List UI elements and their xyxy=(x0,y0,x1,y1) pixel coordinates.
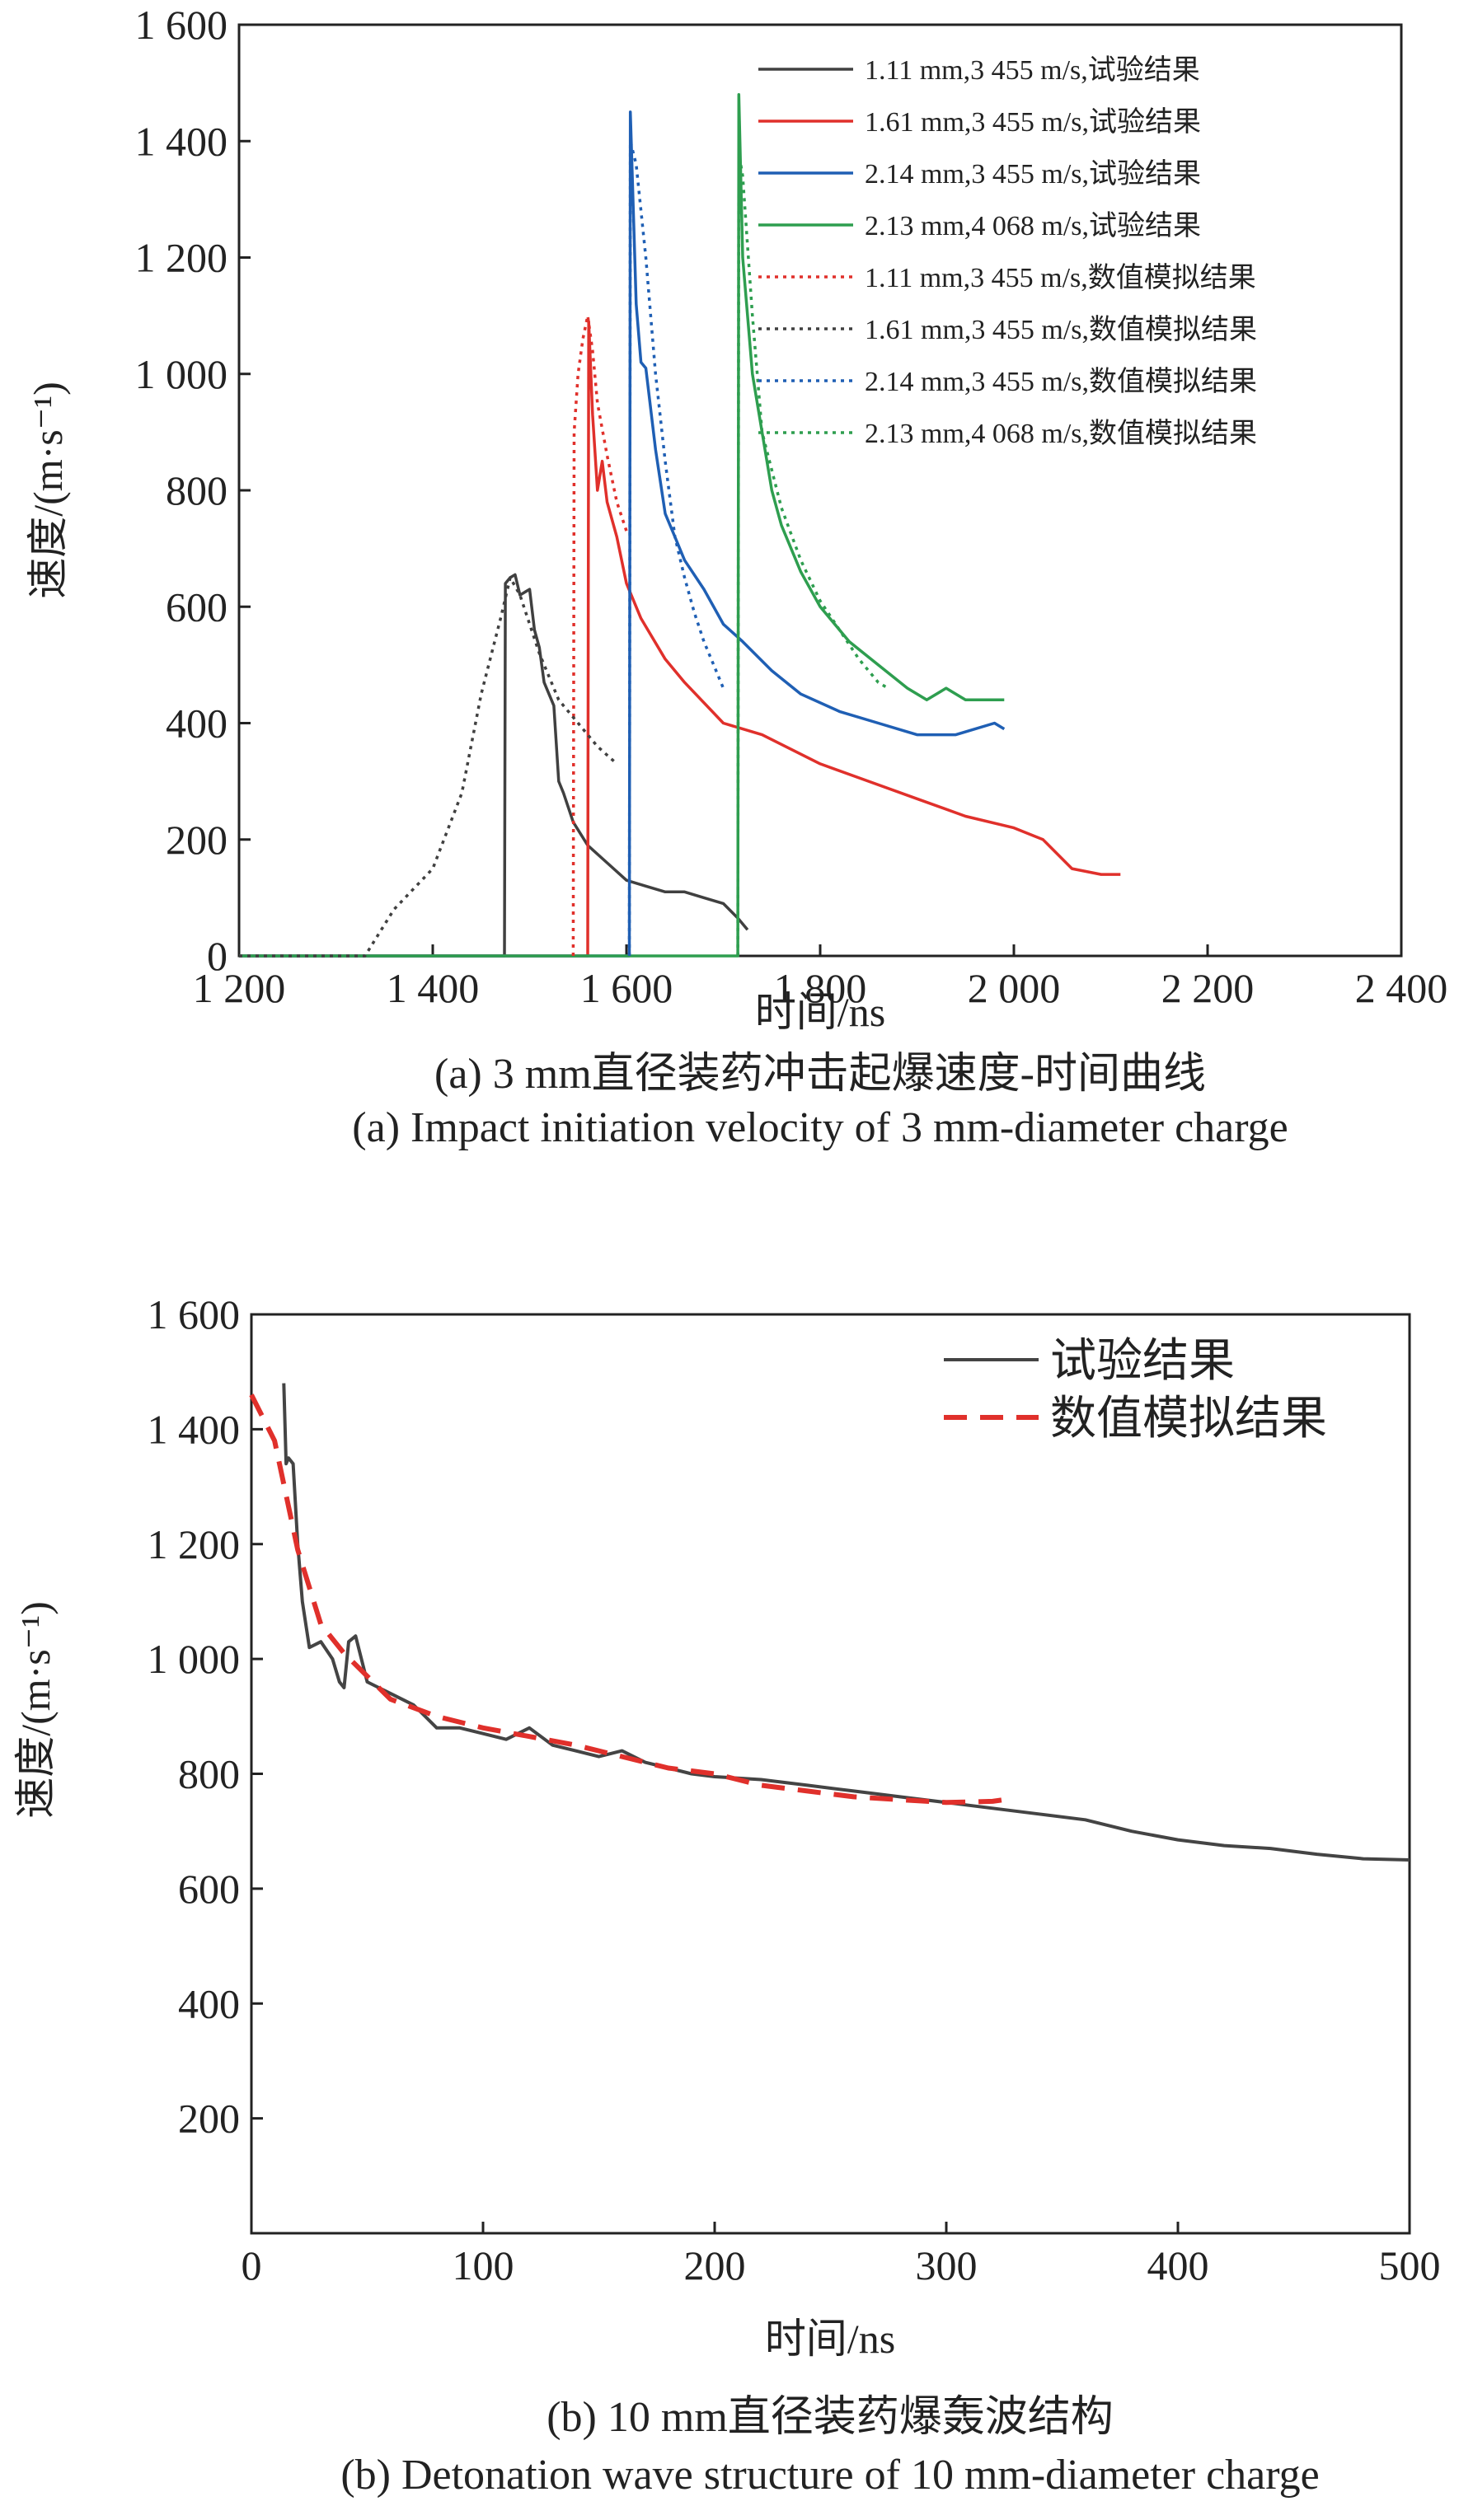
y-tick-label: 1 600 xyxy=(135,2,228,48)
panel-b-y-axis-label: 速度/(m·s⁻¹) xyxy=(12,1601,59,1819)
x-tick-label: 100 xyxy=(453,2242,514,2288)
legend-label-2: 2.14 mm,3 455 m/s,试验结果 xyxy=(865,158,1201,190)
x-tick-label: 0 xyxy=(242,2242,262,2288)
panel-b-axes: 0 100 200 300 400 500 200 400 600 800 1 000 1 200 1 … xyxy=(148,1291,1441,2288)
legend-label-0: 1.11 mm,3 455 m/s,试验结果 xyxy=(865,54,1200,86)
y-tick-label: 400 xyxy=(178,1980,240,2026)
y-tick-label: 400 xyxy=(166,700,228,747)
panel-a-axes: 1 200 1 400 1 600 1 800 2 000 2 200 2 400 0 200 4… xyxy=(135,2,1448,1011)
y-tick-label: 1 400 xyxy=(148,1406,241,1452)
x-tick-label: 1 400 xyxy=(387,965,480,1011)
series-line-6 xyxy=(627,139,725,957)
legend-label-4: 1.11 mm,3 455 m/s,数值模拟结果 xyxy=(865,262,1256,293)
y-tick-label: 1 200 xyxy=(148,1521,241,1567)
series-line-5 xyxy=(239,576,618,958)
y-tick-label: 800 xyxy=(178,1751,240,1797)
x-tick-label: 500 xyxy=(1379,2242,1441,2288)
panel-b-series xyxy=(249,1383,1410,1862)
x-tick-label: 1 600 xyxy=(580,965,673,1011)
legend-label-3: 2.13 mm,4 068 m/s,试验结果 xyxy=(865,210,1201,241)
panel-a-series xyxy=(239,93,1121,958)
x-tick-label: 200 xyxy=(684,2242,746,2288)
panel-a-legend: 1.11 mm,3 455 m/s,试验结果 1.61 mm,3 455 m/s,… xyxy=(758,54,1257,449)
x-tick-label: 2 400 xyxy=(1355,965,1448,1011)
series-line-1 xyxy=(249,1393,1005,1806)
panel-b-chart: 0 100 200 300 400 500 200 400 600 800 1 000 1 200 1 … xyxy=(12,1291,1441,2499)
y-tick-label: 600 xyxy=(166,583,228,630)
series-line-3 xyxy=(239,93,1005,958)
series-line-1 xyxy=(239,320,1121,958)
y-tick-label: 1 400 xyxy=(135,118,228,164)
series-line-0 xyxy=(282,1383,1410,1862)
panel-a-x-axis-label: 时间/ns xyxy=(755,989,885,1035)
x-tick-label: 1 200 xyxy=(193,965,286,1011)
panel-a-chart: 1 200 1 400 1 600 1 800 2 000 2 200 2 400 0 200 4… xyxy=(25,2,1447,1151)
legend-label-1: 数值模拟结果 xyxy=(1050,1393,1327,1445)
legend-label-5: 1.61 mm,3 455 m/s,数值模拟结果 xyxy=(865,314,1257,345)
y-tick-label: 800 xyxy=(166,467,228,513)
panel-b-caption-en: (b) Detonation wave structure of 10 mm-d… xyxy=(340,2452,1319,2499)
y-tick-label: 200 xyxy=(178,2096,240,2142)
y-tick-label: 1 200 xyxy=(135,235,228,281)
y-tick-label: 600 xyxy=(178,1866,240,1912)
panel-a-plot-frame xyxy=(237,23,1403,958)
legend-label-1: 1.61 mm,3 455 m/s,试验结果 xyxy=(865,106,1201,138)
y-tick-label: 1 000 xyxy=(148,1636,241,1682)
legend-label-6: 2.14 mm,3 455 m/s,数值模拟结果 xyxy=(865,366,1257,397)
x-tick-label: 2 000 xyxy=(968,965,1061,1011)
series-line-7 xyxy=(736,151,889,957)
x-tick-label: 2 200 xyxy=(1161,965,1255,1011)
series-line-2 xyxy=(239,110,1006,958)
x-tick-label: 400 xyxy=(1147,2242,1209,2288)
x-tick-label: 300 xyxy=(916,2242,978,2288)
legend-label-7: 2.13 mm,4 068 m/s,数值模拟结果 xyxy=(865,418,1257,449)
x-tick-label: 1 800 xyxy=(774,965,867,1011)
series-line-4 xyxy=(571,314,628,957)
panel-a-caption-en: (a) Impact initiation velocity of 3 mm-d… xyxy=(352,1104,1288,1151)
series-line-0 xyxy=(239,573,749,958)
panel-b-x-axis-label: 时间/ns xyxy=(765,2316,895,2362)
panel-a-caption-cn: (a) 3 mm直径装药冲击起爆速度-时间曲线 xyxy=(434,1051,1206,1098)
y-tick-label: 200 xyxy=(166,817,228,863)
legend-label-0: 试验结果 xyxy=(1050,1336,1235,1387)
panel-b-caption-cn: (b) 10 mm直径装药爆轰波结构 xyxy=(547,2394,1114,2441)
panel-b-plot-frame xyxy=(250,1313,1411,2235)
y-tick-label: 1 600 xyxy=(148,1291,241,1337)
panel-a-y-axis-label: 速度/(m·s⁻¹) xyxy=(25,382,71,599)
y-tick-label: 0 xyxy=(207,933,228,979)
y-tick-label: 1 000 xyxy=(135,351,228,397)
